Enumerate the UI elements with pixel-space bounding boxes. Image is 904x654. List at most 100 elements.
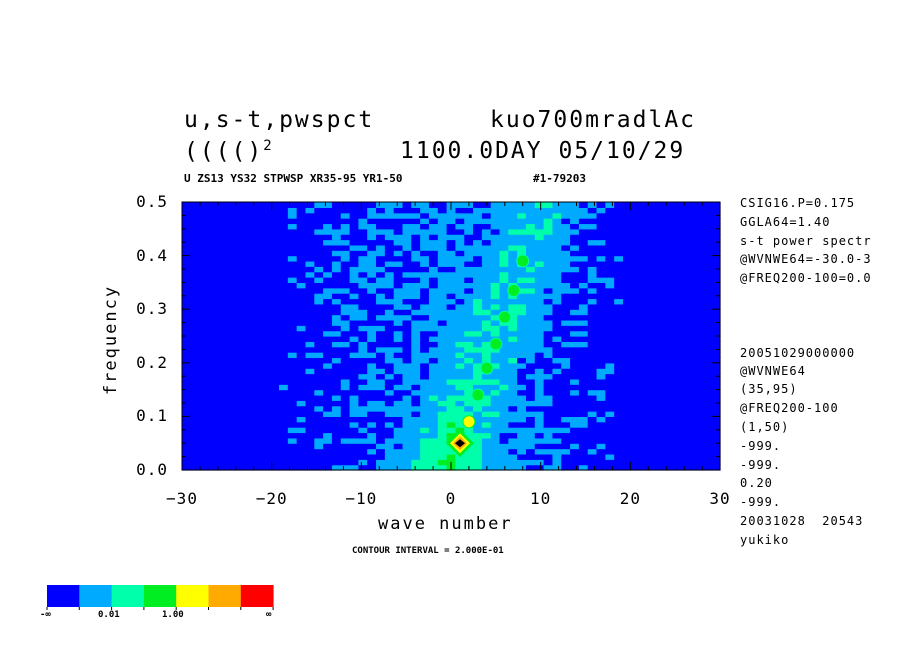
heatmap-cell bbox=[287, 453, 298, 460]
heatmap-cell bbox=[217, 357, 227, 364]
heatmap-cell bbox=[393, 400, 404, 407]
heatmap-cell bbox=[252, 362, 262, 369]
heatmap-cell bbox=[675, 437, 686, 444]
heatmap-cell bbox=[675, 368, 686, 375]
heatmap-cell bbox=[658, 453, 668, 460]
heatmap-cell bbox=[508, 319, 518, 326]
heatmap-cell bbox=[711, 303, 721, 310]
heatmap-cell bbox=[508, 362, 518, 369]
heatmap-cell bbox=[226, 357, 236, 364]
heatmap-cell bbox=[693, 341, 703, 348]
heatmap-cell bbox=[182, 362, 192, 369]
heatmap-cell bbox=[349, 266, 359, 273]
heatmap-cell bbox=[234, 207, 245, 214]
heatmap-cell bbox=[305, 432, 315, 439]
heatmap-cell bbox=[640, 223, 651, 230]
heatmap-cell bbox=[234, 427, 245, 434]
heatmap-cell bbox=[270, 293, 280, 300]
heatmap-cell bbox=[614, 228, 624, 235]
heatmap-cell bbox=[305, 277, 315, 283]
heatmap-cell bbox=[561, 234, 571, 241]
heatmap-cell bbox=[658, 202, 668, 208]
heatmap-cell bbox=[614, 282, 624, 289]
heatmap-cell bbox=[243, 234, 254, 241]
heatmap-cell bbox=[305, 250, 315, 257]
heatmap-cell bbox=[420, 218, 430, 225]
heatmap-cell bbox=[446, 346, 457, 353]
heatmap-cell bbox=[614, 378, 624, 385]
heatmap-cell bbox=[499, 394, 509, 401]
heatmap-cell bbox=[675, 362, 686, 369]
heatmap-cell bbox=[243, 202, 254, 208]
heatmap-cell bbox=[605, 389, 615, 396]
heatmap-cell bbox=[182, 384, 192, 391]
heatmap-cell bbox=[384, 266, 395, 273]
heatmap-cell bbox=[596, 427, 606, 434]
heatmap-cell bbox=[402, 448, 412, 455]
heatmap-cell bbox=[261, 357, 271, 364]
heatmap-cell bbox=[455, 368, 465, 375]
heatmap-cell bbox=[287, 309, 298, 316]
heatmap-cell bbox=[667, 427, 677, 434]
heatmap-cell bbox=[190, 260, 201, 267]
heatmap-cell bbox=[199, 400, 210, 407]
heatmap-cell bbox=[464, 287, 474, 294]
heatmap-cell bbox=[464, 432, 474, 439]
heatmap-cell bbox=[508, 218, 518, 225]
heatmap-cell bbox=[411, 336, 421, 342]
heatmap-cell bbox=[234, 437, 245, 444]
heatmap-cell bbox=[667, 389, 677, 396]
heatmap-cell bbox=[473, 271, 483, 278]
heatmap-cell bbox=[208, 202, 218, 208]
heatmap-cell bbox=[437, 218, 448, 225]
heatmap-cell bbox=[428, 368, 439, 375]
heatmap-cell bbox=[711, 362, 721, 369]
heatmap-cell bbox=[578, 282, 589, 289]
heatmap-cell bbox=[190, 218, 201, 225]
heatmap-cell bbox=[279, 234, 289, 241]
heatmap-cell bbox=[428, 427, 439, 434]
heatmap-cell bbox=[481, 212, 492, 219]
heatmap-cell bbox=[252, 427, 262, 434]
heatmap-cell bbox=[367, 303, 377, 310]
heatmap-cell bbox=[393, 309, 404, 316]
heatmap-cell bbox=[596, 260, 606, 267]
heatmap-cell bbox=[261, 319, 271, 326]
heatmap-cell bbox=[331, 207, 342, 214]
heatmap-cell bbox=[649, 228, 659, 235]
heatmap-cell bbox=[314, 309, 324, 316]
heatmap-cell bbox=[622, 309, 633, 316]
heatmap-cell bbox=[640, 405, 651, 412]
heatmap-cell bbox=[525, 437, 536, 444]
heatmap-cell bbox=[587, 389, 598, 396]
heatmap-cell bbox=[490, 212, 501, 219]
heatmap-cell bbox=[596, 271, 606, 278]
heatmap-cell bbox=[702, 282, 712, 289]
heatmap-cell bbox=[393, 239, 404, 246]
heatmap-cell bbox=[234, 368, 245, 375]
heatmap-cell bbox=[473, 207, 483, 214]
heatmap-cell bbox=[517, 228, 527, 235]
heatmap-cell bbox=[384, 202, 395, 208]
heatmap-cell bbox=[508, 437, 518, 444]
heatmap-cell bbox=[702, 266, 712, 273]
heatmap-cell bbox=[190, 239, 201, 246]
heatmap-cell bbox=[314, 459, 324, 466]
heatmap-cell bbox=[402, 330, 412, 337]
heatmap-cell bbox=[570, 287, 580, 294]
heatmap-cell bbox=[543, 303, 554, 310]
heatmap-cell bbox=[490, 405, 501, 412]
heatmap-cell bbox=[296, 271, 307, 278]
heatmap-cell bbox=[464, 314, 474, 321]
heatmap-cell bbox=[446, 298, 457, 305]
heatmap-cell bbox=[499, 357, 509, 364]
heatmap-cell bbox=[446, 336, 457, 342]
heatmap-cell bbox=[331, 282, 342, 289]
heatmap-cell bbox=[587, 202, 598, 208]
heatmap-cell bbox=[525, 207, 536, 214]
heatmap-cell bbox=[208, 352, 218, 359]
heatmap-cell bbox=[596, 309, 606, 316]
heatmap-cell bbox=[455, 362, 465, 369]
heatmap-cell bbox=[217, 341, 227, 348]
heatmap-cell bbox=[367, 282, 377, 289]
